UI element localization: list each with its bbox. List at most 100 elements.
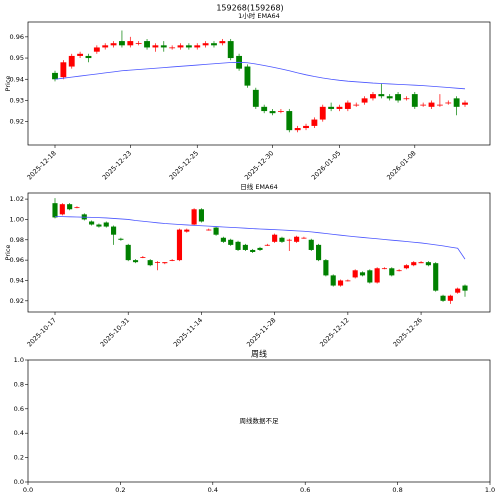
plot-frame xyxy=(27,192,491,313)
candle-body xyxy=(152,45,159,48)
candle-body xyxy=(378,94,385,97)
candle-body xyxy=(403,98,410,100)
candle-body xyxy=(219,41,226,44)
candle-body xyxy=(59,204,65,215)
candle-body xyxy=(323,260,329,276)
candle-body xyxy=(206,229,212,231)
candle-body xyxy=(85,55,92,59)
x-tick-label: 1.0 xyxy=(485,486,495,494)
candle-body xyxy=(77,53,84,56)
candle-body xyxy=(436,104,443,106)
candle-body xyxy=(269,111,276,114)
candle-body xyxy=(344,102,351,109)
candle-body xyxy=(244,66,251,86)
candle-body xyxy=(286,239,292,241)
y-tick-label: 0.98 xyxy=(10,236,24,244)
candle-body xyxy=(316,244,322,261)
candle-body xyxy=(294,236,300,242)
candle-body xyxy=(96,224,102,227)
candle-body xyxy=(330,275,336,286)
candle-body xyxy=(395,94,401,101)
candle-body xyxy=(144,41,150,48)
candle-body xyxy=(191,209,197,225)
candle-body xyxy=(420,104,427,106)
candle-body xyxy=(328,106,335,109)
candle-body xyxy=(127,41,134,46)
candle-body xyxy=(154,262,161,263)
candle-body xyxy=(411,262,417,266)
candle-body xyxy=(102,45,109,48)
candle-body xyxy=(213,227,219,235)
y-tick-label: 0.94 xyxy=(10,75,24,83)
candle-body xyxy=(261,106,268,112)
x-tick-label: 0.8 xyxy=(392,486,402,494)
y-tick-label: 0.92 xyxy=(10,118,24,126)
candle-body xyxy=(52,203,58,218)
candle-body xyxy=(125,244,131,261)
candle-body xyxy=(220,237,226,242)
candle-body xyxy=(447,295,453,301)
candle-body xyxy=(359,272,366,276)
candle-body xyxy=(361,98,368,103)
y-tick-label: 0.96 xyxy=(10,256,24,264)
candle-body xyxy=(264,244,270,246)
candle-body xyxy=(169,47,176,49)
candle-body xyxy=(455,288,461,293)
y-tick-label: 0.94 xyxy=(10,276,24,284)
candle-body xyxy=(286,111,293,131)
candle-body xyxy=(440,295,446,301)
candle-body xyxy=(242,244,248,250)
candle-body xyxy=(374,268,380,283)
plot-frame xyxy=(27,359,491,483)
candle-body xyxy=(185,45,192,48)
candle-body xyxy=(279,237,285,242)
x-tick-label: 0.6 xyxy=(300,486,310,494)
candle-body xyxy=(403,265,409,269)
candle-body xyxy=(198,209,204,222)
candle-body xyxy=(272,234,278,242)
candle-body xyxy=(303,125,309,129)
candle-body xyxy=(74,207,80,209)
candle-body xyxy=(68,55,75,67)
candle-body xyxy=(425,262,431,266)
candle-body xyxy=(337,280,344,286)
candle-body xyxy=(428,102,435,107)
y-tick-label: 1.02 xyxy=(10,195,24,203)
figure-title: 159268(159268) xyxy=(216,4,283,13)
candle-body xyxy=(370,94,376,99)
empty-message: 周线数据不足 xyxy=(240,416,280,425)
candle-body xyxy=(411,94,418,107)
candle-body xyxy=(235,241,241,250)
candle-body xyxy=(381,268,388,270)
x-tick-label: 0.2 xyxy=(115,486,125,494)
candle-body xyxy=(352,270,358,278)
y-tick-label: 0.0 xyxy=(14,478,24,486)
candle-body xyxy=(194,45,201,48)
candle-body xyxy=(445,102,452,104)
y-tick-label: 0.93 xyxy=(10,96,24,104)
candle-body xyxy=(184,229,190,232)
candle-body xyxy=(132,260,139,263)
candle-body xyxy=(367,270,373,283)
x-tick-label: 0.0 xyxy=(23,486,33,494)
plot-frame xyxy=(27,21,491,146)
candle-body xyxy=(345,280,351,282)
candle-body xyxy=(453,98,460,107)
y-tick-label: 0.4 xyxy=(14,429,24,437)
candle-body xyxy=(67,204,73,210)
candle-body xyxy=(277,111,284,112)
candle-body xyxy=(176,229,183,261)
y-axis-label: Price xyxy=(4,76,12,92)
x-tick-label: 0.4 xyxy=(208,486,218,494)
candle-body xyxy=(160,45,167,48)
candle-body xyxy=(103,222,109,227)
candle-body xyxy=(135,43,142,45)
candle-body xyxy=(462,102,468,105)
y-tick-label: 1.0 xyxy=(14,356,24,364)
candle-body xyxy=(169,260,175,261)
candle-body xyxy=(202,43,209,46)
candle-body xyxy=(89,221,95,225)
candle-body xyxy=(396,270,402,272)
candle-body xyxy=(52,72,58,80)
